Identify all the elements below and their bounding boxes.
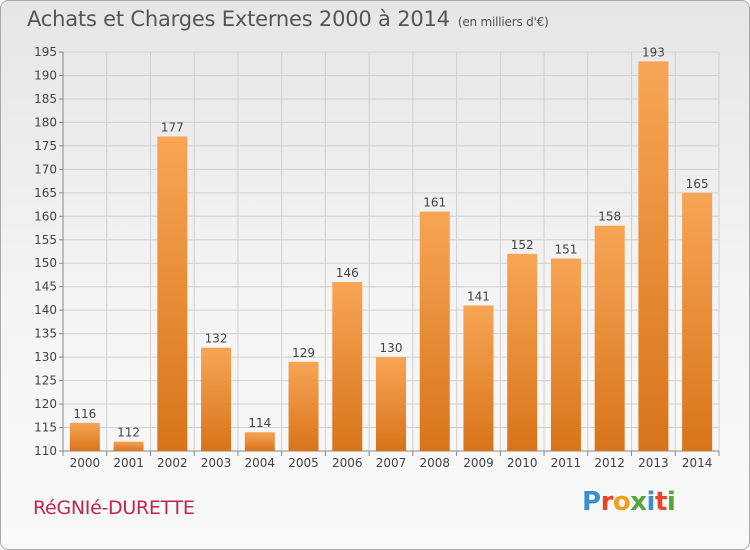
bar xyxy=(332,282,363,451)
y-tick-label: 130 xyxy=(34,350,57,364)
x-tick-label: 2012 xyxy=(594,456,625,470)
y-tick-label: 190 xyxy=(34,68,57,82)
y-tick-label: 175 xyxy=(34,139,57,153)
y-tick-label: 135 xyxy=(34,327,57,341)
bar-value-label: 158 xyxy=(598,210,621,224)
x-tick-label: 2004 xyxy=(245,456,276,470)
logo-letter: i xyxy=(666,487,676,517)
bar-value-label: 112 xyxy=(117,426,140,440)
x-tick-label: 2005 xyxy=(288,456,319,470)
bars xyxy=(69,61,713,451)
y-tick-label: 160 xyxy=(34,209,57,223)
bar-value-label: 129 xyxy=(292,346,315,360)
y-tick-label: 170 xyxy=(34,162,57,176)
y-tick-label: 115 xyxy=(34,421,57,435)
logo-letter: x xyxy=(630,487,647,517)
x-tick-label: 2006 xyxy=(332,456,363,470)
bar-value-label: 193 xyxy=(642,45,665,59)
y-tick-label: 145 xyxy=(34,280,57,294)
y-tick-label: 195 xyxy=(34,45,57,59)
bar-value-label: 165 xyxy=(686,177,709,191)
bar xyxy=(507,253,538,451)
bar xyxy=(113,441,144,451)
bar xyxy=(550,258,581,451)
logo-letter: P xyxy=(582,487,601,517)
bar-value-label: 132 xyxy=(205,332,228,346)
y-tick-label: 155 xyxy=(34,233,57,247)
bar-value-label: 130 xyxy=(380,341,403,355)
bar-value-label: 177 xyxy=(161,120,184,134)
x-tick-label: 2002 xyxy=(157,456,188,470)
bar-value-label: 152 xyxy=(511,238,534,252)
y-tick-label: 140 xyxy=(34,303,57,317)
labels: 110 115 120 125 130 135 140 145 150 155 160 165 170 1… xyxy=(34,45,712,470)
logo-letter: r xyxy=(600,487,614,517)
x-tick-label: 2003 xyxy=(201,456,232,470)
bar xyxy=(288,361,319,451)
bar xyxy=(69,422,100,451)
x-tick-label: 2013 xyxy=(638,456,669,470)
y-tick-label: 165 xyxy=(34,186,57,200)
y-tick-label: 120 xyxy=(34,397,57,411)
bar xyxy=(376,357,406,451)
bar xyxy=(594,225,625,451)
y-tick-label: 110 xyxy=(34,444,57,458)
bar-value-label: 151 xyxy=(554,243,577,257)
x-tick-label: 2007 xyxy=(376,456,407,470)
y-tick-label: 150 xyxy=(34,256,57,270)
logo-letter: o xyxy=(612,487,631,517)
chart-subtitle: (en milliers d'€) xyxy=(457,15,549,29)
bar xyxy=(419,211,450,451)
x-tick-label: 2001 xyxy=(113,456,144,470)
y-tick-label: 125 xyxy=(34,374,57,388)
x-tick-label: 2010 xyxy=(507,456,538,470)
x-tick-label: 2000 xyxy=(70,456,101,470)
logo-letter: t xyxy=(654,487,667,517)
bar-value-label: 116 xyxy=(73,407,96,421)
chart-title: Achats et Charges Externes 2000 à 2014 (e… xyxy=(27,7,549,31)
bar xyxy=(682,192,713,451)
commune-name: RéGNIé-DURETTE xyxy=(33,497,195,519)
x-tick-label: 2011 xyxy=(551,456,582,470)
bar-value-label: 146 xyxy=(336,266,359,280)
y-tick-label: 185 xyxy=(34,92,57,106)
x-tick-label: 2014 xyxy=(682,456,713,470)
logo-letter: i xyxy=(646,487,656,517)
bar xyxy=(244,432,275,451)
bar xyxy=(201,347,232,451)
bar xyxy=(157,136,188,451)
bar xyxy=(463,305,494,451)
bar-value-label: 141 xyxy=(467,289,490,303)
chart-title-text: Achats et Charges Externes 2000 à 2014 xyxy=(27,7,450,31)
bar xyxy=(638,61,669,451)
proxiti-logo: Proxiti xyxy=(582,487,676,517)
bar-value-label: 114 xyxy=(248,416,271,430)
bar-value-label: 161 xyxy=(423,196,446,210)
x-tick-label: 2008 xyxy=(419,456,450,470)
x-tick-label: 2009 xyxy=(463,456,494,470)
y-tick-label: 180 xyxy=(34,115,57,129)
